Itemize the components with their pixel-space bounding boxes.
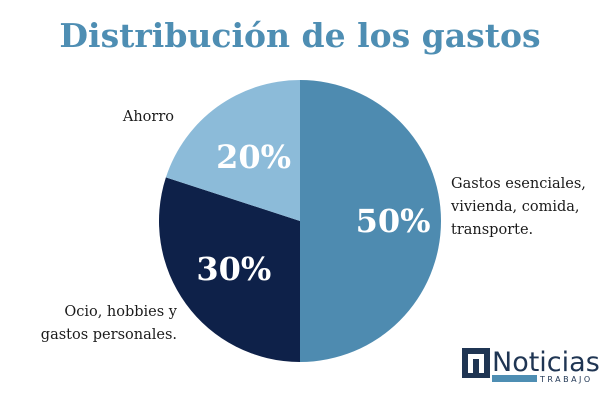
percent-labels: 50% 30% 20% (196, 138, 430, 288)
chart-title: Distribución de los gastos (59, 16, 540, 55)
slice-category-label: Ahorro (122, 109, 174, 125)
pie-slices (158, 80, 441, 362)
logo-bar (492, 375, 537, 382)
pie-slice (300, 80, 441, 362)
n-letter-icon (462, 348, 490, 378)
slice-percent-label: 20% (216, 138, 291, 176)
pie-slice (165, 80, 300, 221)
logo-name: Noticias (492, 347, 600, 378)
logo: Noticias TRABAJO (462, 347, 600, 384)
slice-percent-label: 30% (196, 250, 271, 288)
slice-percent-label: 50% (356, 202, 431, 240)
slice-category-label: Gastos esenciales, vivienda, comida, trans… (450, 176, 586, 238)
slice-category-label: Ocio, hobbies y gastos personales. (41, 304, 178, 343)
logo-sub: TRABAJO (539, 375, 593, 384)
pie-slice (158, 177, 300, 362)
category-labels: Gastos esenciales, vivienda, comida, trans… (41, 109, 586, 343)
